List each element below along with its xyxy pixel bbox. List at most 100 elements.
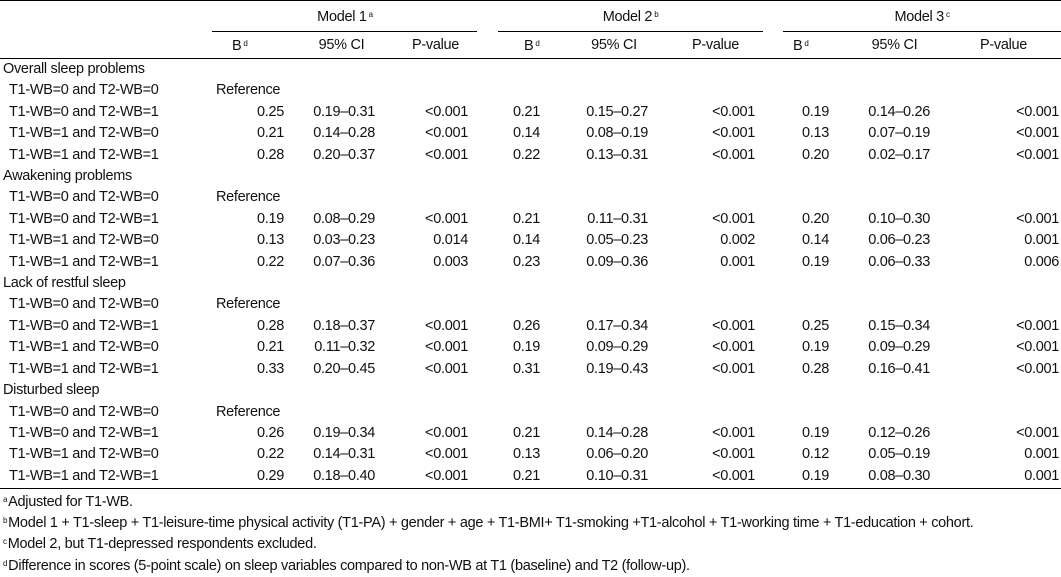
spacer	[763, 423, 783, 444]
b-value: 0.22	[512, 146, 541, 163]
b-value: 0.19	[802, 467, 830, 484]
section-header-row: Overall sleep problems	[0, 59, 1061, 81]
b-value: 0.20	[802, 210, 830, 227]
p-value: <0.001	[1016, 317, 1060, 334]
b-value: 0.25	[256, 103, 284, 120]
spacer	[763, 123, 783, 144]
b-value: 0.31	[512, 360, 541, 377]
row-label: T1-WB=1 and T2-WB=1	[9, 253, 159, 270]
p-value: <0.001	[1016, 103, 1060, 120]
p-value: 0.001	[1024, 467, 1060, 484]
ci-value: 0.20–0.37	[313, 146, 375, 163]
p-value: <0.001	[712, 446, 756, 463]
spacer	[478, 209, 498, 230]
reference-label: Reference	[216, 296, 281, 313]
spacer	[763, 252, 783, 273]
ci-value: 0.09–0.29	[868, 339, 931, 356]
ci-value: 0.14–0.28	[586, 424, 649, 441]
ci-value: 0.07–0.36	[313, 253, 375, 270]
b-value: 0.28	[256, 146, 284, 163]
p-value: <0.001	[425, 424, 469, 441]
table-row: T1-WB=0 and T2-WB=1 0.28 0.18–0.37 <0.001 0.…	[0, 316, 1061, 337]
ci-value: 0.16–0.41	[868, 360, 931, 377]
p-value: 0.003	[433, 253, 469, 270]
ci-header: 95% CI	[318, 37, 365, 53]
spacer	[478, 466, 498, 487]
b-value: 0.21	[512, 467, 541, 484]
p-header: P-value	[691, 37, 740, 53]
table-row: T1-WB=1 and T2-WB=1 0.29 0.18–0.40 <0.001 0.…	[0, 466, 1061, 487]
ci-value: 0.06–0.33	[868, 253, 931, 270]
b-value: 0.19	[256, 210, 284, 227]
spacer	[763, 230, 783, 251]
table-bottom-rule	[0, 488, 1061, 489]
b-value: 0.21	[512, 424, 541, 441]
b-value: 0.23	[512, 253, 541, 270]
footnotes: aAdjusted for T1-WB. bModel 1 + T1-sleep…	[3, 489, 974, 574]
spacer	[763, 209, 783, 230]
spacer	[478, 230, 498, 251]
section-title: Awakening problems	[3, 168, 132, 185]
section-title: Disturbed sleep	[3, 382, 100, 399]
spacer	[478, 444, 498, 465]
spacer	[478, 359, 498, 380]
row-label: T1-WB=0 and T2-WB=1	[9, 103, 159, 120]
row-label: T1-WB=0 and T2-WB=0	[9, 82, 159, 99]
p-value: <0.001	[425, 210, 469, 227]
b-value: 0.21	[256, 125, 284, 142]
row-label: T1-WB=1 and T2-WB=0	[9, 232, 159, 249]
row-label: T1-WB=1 and T2-WB=1	[9, 360, 159, 377]
b-value: 0.14	[512, 125, 541, 142]
spacer	[478, 252, 498, 273]
b-value: 0.14	[512, 232, 541, 249]
ci-value: 0.05–0.23	[586, 232, 649, 249]
ci-header: 95% CI	[591, 37, 637, 53]
section-header-row: Awakening problems	[0, 166, 1061, 187]
p-value: <0.001	[1016, 125, 1060, 142]
model-1-rule	[212, 31, 477, 32]
table-top-rule	[0, 0, 1061, 1]
ci-value: 0.03–0.23	[313, 232, 375, 249]
p-value: <0.001	[1016, 339, 1060, 356]
ci-value: 0.15–0.27	[586, 103, 649, 120]
ci-value: 0.08–0.30	[868, 467, 931, 484]
b-value: 0.13	[256, 232, 284, 249]
b-value: 0.28	[256, 317, 284, 334]
table-row: T1-WB=1 and T2-WB=0 0.21 0.14–0.28 <0.001 0.…	[0, 123, 1061, 144]
footnote: dDifference in scores (5-point scale) on…	[3, 557, 690, 574]
row-label: T1-WB=1 and T2-WB=0	[9, 125, 159, 142]
row-label: T1-WB=0 and T2-WB=1	[9, 317, 159, 334]
p-value: <0.001	[425, 446, 469, 463]
ci-value: 0.19–0.31	[313, 103, 375, 120]
ci-value: 0.14–0.31	[313, 446, 375, 463]
p-value: 0.006	[1024, 253, 1060, 270]
spacer	[478, 423, 498, 444]
table-row: T1-WB=0 and T2-WB=1 0.19 0.08–0.29 <0.001 0.…	[0, 209, 1061, 230]
b-value: 0.21	[512, 103, 541, 120]
b-value: 0.21	[512, 210, 541, 227]
p-value: <0.001	[712, 339, 756, 356]
spacer	[763, 316, 783, 337]
table-row: T1-WB=0 and T2-WB=1 0.25 0.19–0.31 <0.001 0.…	[0, 102, 1061, 123]
b-value: 0.25	[802, 317, 830, 334]
b-value: 0.21	[256, 339, 284, 356]
b-value: 0.22	[256, 253, 284, 270]
ci-value: 0.11–0.32	[314, 339, 375, 356]
table-row: T1-WB=1 and T2-WB=1 0.22 0.07–0.36 0.003 0.2…	[0, 252, 1061, 273]
p-value: <0.001	[425, 339, 469, 356]
table-row: T1-WB=1 and T2-WB=1 0.28 0.20–0.37 <0.001 0.…	[0, 145, 1061, 166]
ci-header: 95% CI	[871, 37, 918, 53]
b-value: 0.19	[802, 339, 830, 356]
row-label: T1-WB=0 and T2-WB=0	[9, 296, 159, 313]
reference-label: Reference	[216, 189, 281, 206]
spacer	[763, 466, 783, 487]
b-value: 0.19	[802, 253, 830, 270]
ci-value: 0.18–0.37	[313, 317, 375, 334]
p-value: 0.014	[433, 232, 469, 249]
table-row: T1-WB=0 and T2-WB=0 Reference	[0, 187, 1061, 208]
